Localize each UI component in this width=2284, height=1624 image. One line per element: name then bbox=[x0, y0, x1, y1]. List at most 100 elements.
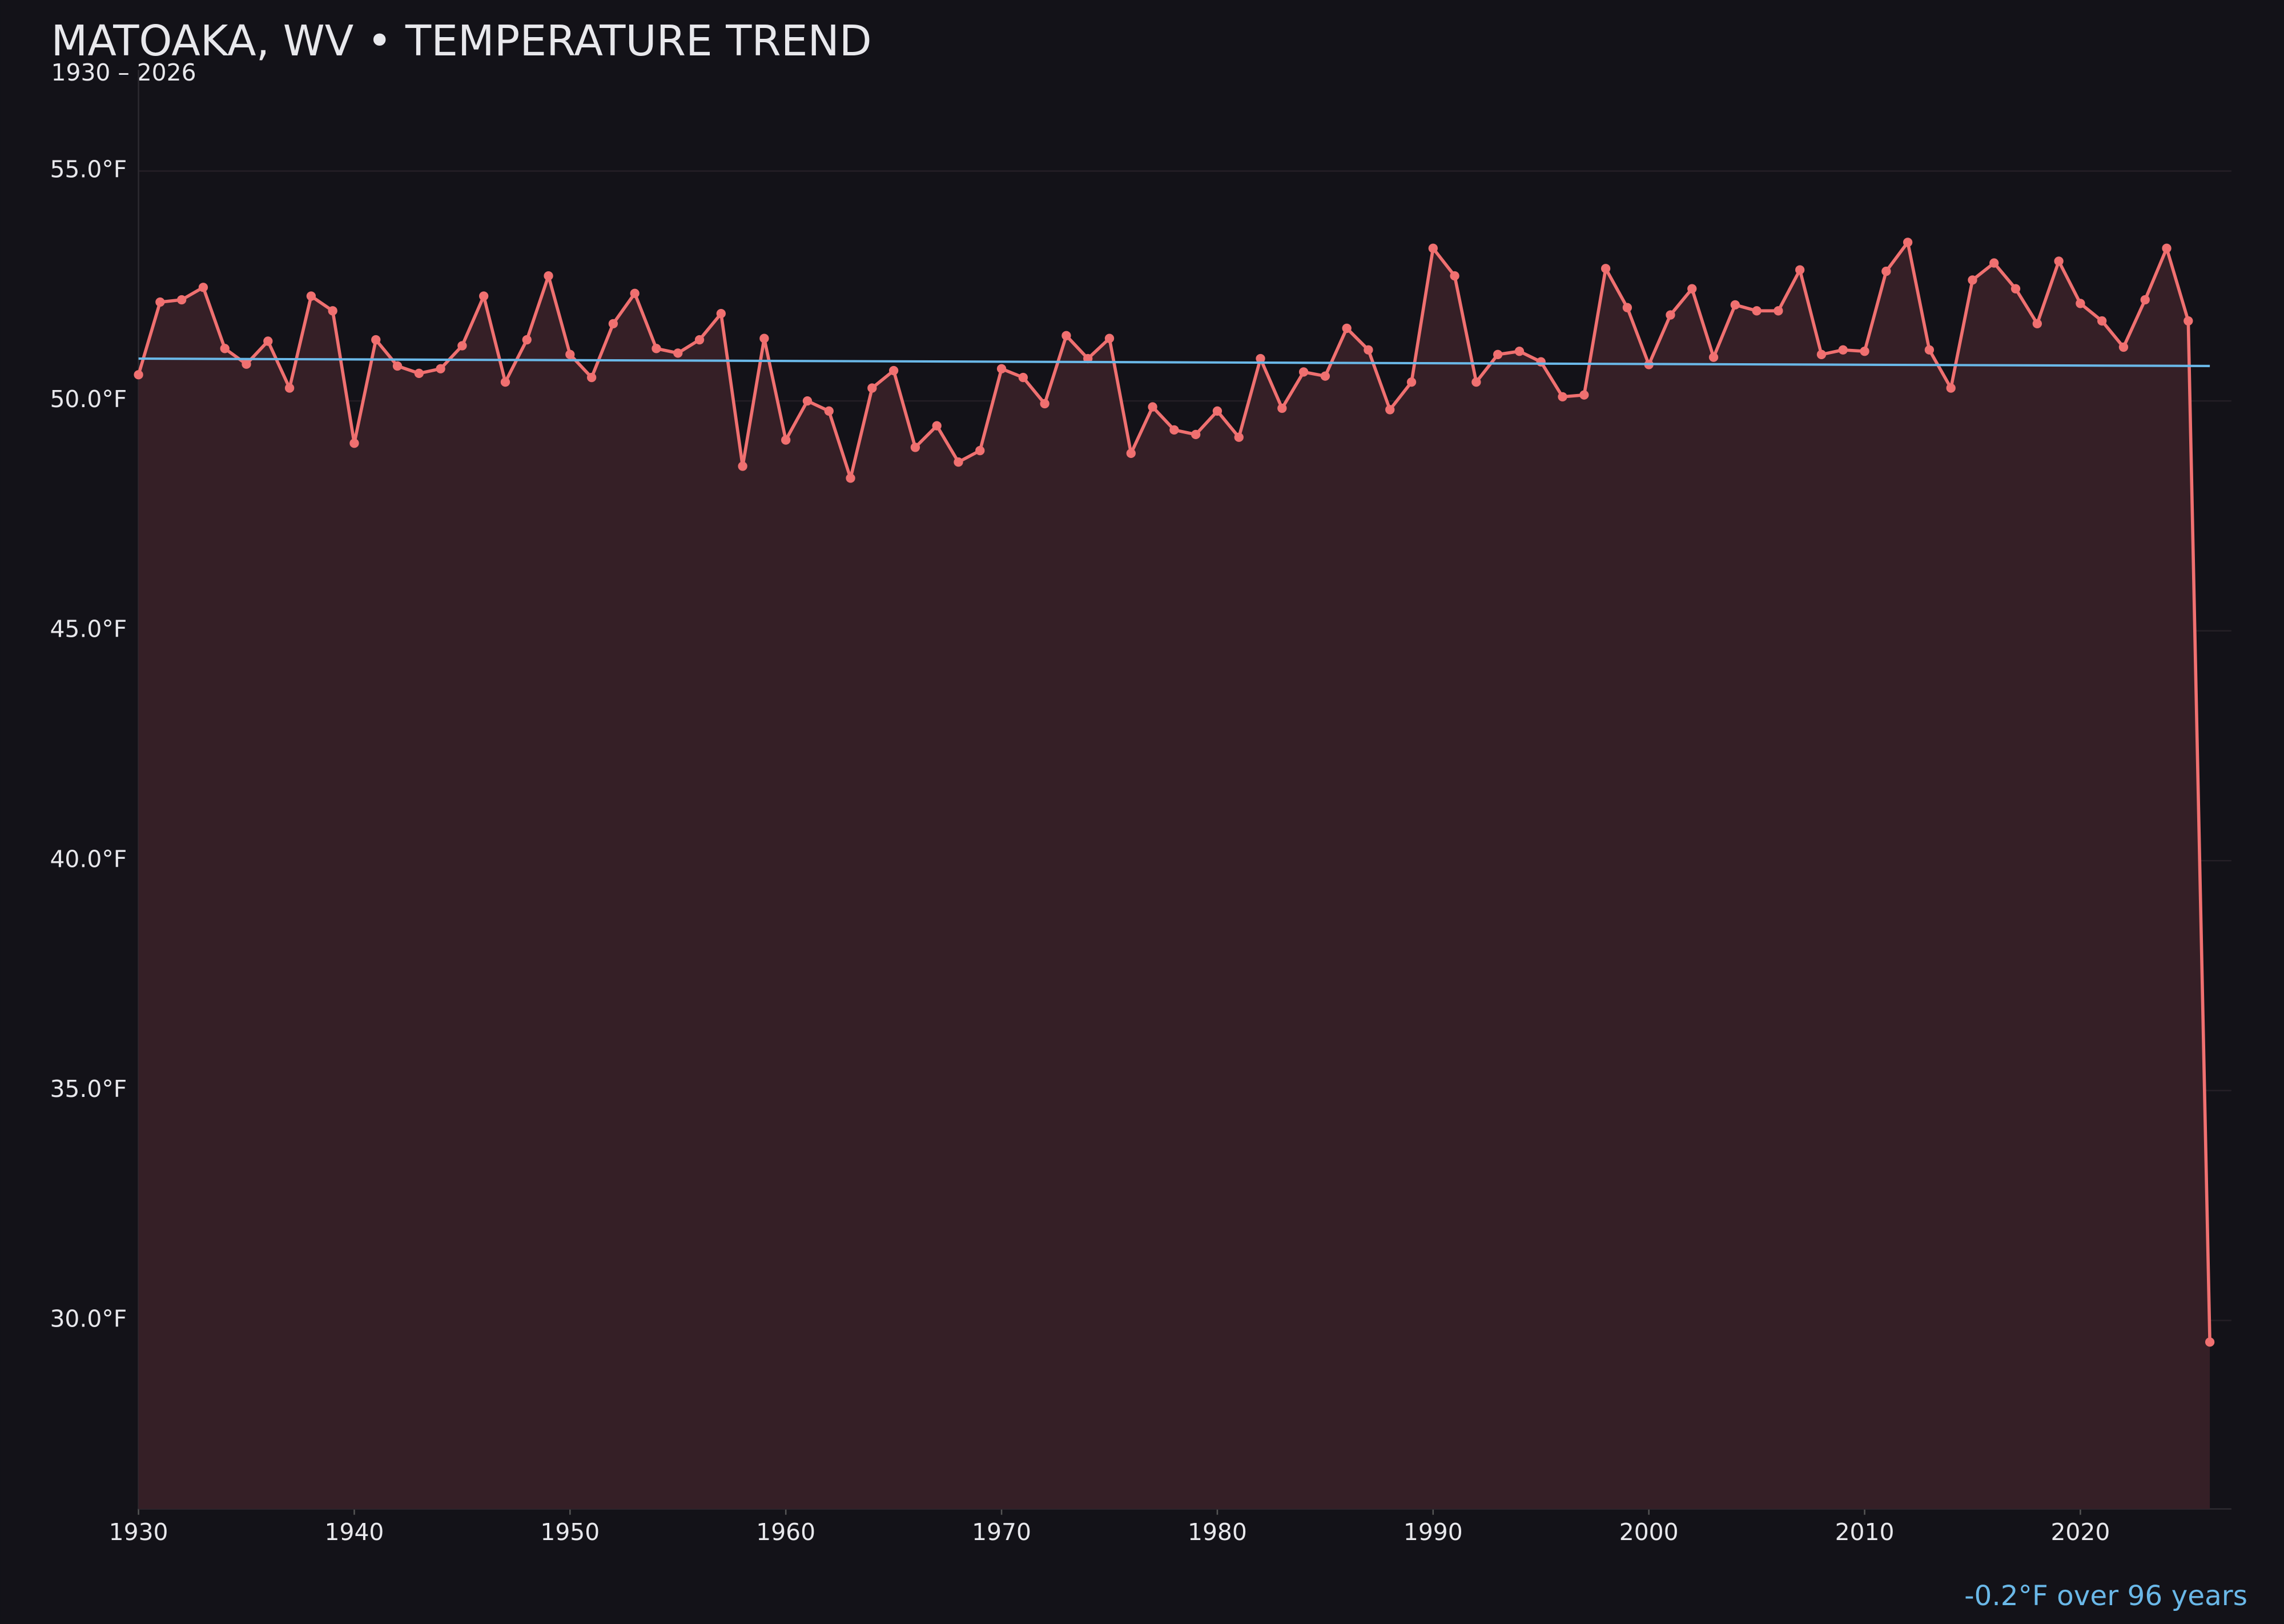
point bbox=[608, 319, 618, 329]
chart-subtitle: 1930 – 2026 bbox=[51, 59, 196, 86]
point bbox=[1234, 432, 1244, 442]
point bbox=[1385, 405, 1395, 415]
point bbox=[2162, 243, 2172, 253]
point bbox=[371, 335, 381, 345]
point bbox=[846, 473, 855, 483]
point bbox=[1018, 372, 1028, 383]
point bbox=[1191, 429, 1201, 440]
point bbox=[1579, 390, 1589, 400]
point bbox=[2032, 319, 2042, 329]
point bbox=[652, 344, 661, 353]
point bbox=[1946, 383, 1956, 393]
point bbox=[954, 457, 963, 467]
point bbox=[1212, 406, 1223, 416]
point bbox=[1298, 367, 1309, 377]
point bbox=[867, 383, 877, 393]
point bbox=[1104, 333, 1115, 343]
point bbox=[1795, 265, 1805, 275]
point bbox=[2184, 316, 2193, 326]
point bbox=[1169, 425, 1179, 435]
point bbox=[1838, 345, 1848, 355]
point bbox=[522, 335, 532, 345]
x-tick-label: 2000 bbox=[1619, 1518, 1679, 1546]
point bbox=[1903, 238, 1913, 247]
x-tick-label: 1960 bbox=[756, 1518, 815, 1546]
x-tick-label: 1970 bbox=[972, 1518, 1031, 1546]
point bbox=[306, 291, 316, 301]
x-tick-label: 2010 bbox=[1835, 1518, 1895, 1546]
chart-title: MATOAKA, WV • TEMPERATURE TREND bbox=[51, 17, 872, 66]
x-tick-label: 1930 bbox=[109, 1518, 168, 1546]
x-tick-label: 1980 bbox=[1188, 1518, 1247, 1546]
area bbox=[138, 242, 2210, 1509]
point bbox=[1256, 353, 1265, 364]
y-tick-label: 50.0°F bbox=[50, 385, 127, 413]
point bbox=[1860, 347, 1869, 356]
point bbox=[134, 370, 143, 380]
point bbox=[1708, 352, 1719, 362]
point bbox=[1126, 448, 1136, 459]
point bbox=[220, 344, 230, 353]
point bbox=[176, 295, 187, 305]
point bbox=[1148, 402, 1157, 412]
point bbox=[738, 461, 747, 471]
point bbox=[2205, 1337, 2215, 1347]
point bbox=[1687, 284, 1697, 294]
point bbox=[932, 421, 942, 431]
x-tick-label: 1990 bbox=[1404, 1518, 1463, 1546]
point bbox=[1752, 306, 1762, 316]
point bbox=[1364, 345, 1373, 355]
point bbox=[436, 364, 445, 373]
point bbox=[716, 308, 726, 319]
point bbox=[414, 368, 424, 378]
point bbox=[673, 348, 683, 358]
point bbox=[2076, 299, 2085, 308]
point bbox=[500, 377, 510, 387]
point bbox=[630, 288, 640, 298]
point bbox=[1450, 271, 1459, 281]
point bbox=[694, 335, 705, 345]
y-tick-label: 45.0°F bbox=[50, 616, 127, 643]
point bbox=[242, 359, 251, 369]
y-tick-label: 35.0°F bbox=[50, 1075, 127, 1103]
point bbox=[1968, 275, 1977, 285]
y-tick-label: 55.0°F bbox=[50, 156, 127, 183]
point bbox=[1277, 403, 1287, 413]
point bbox=[1730, 300, 1740, 310]
point bbox=[1061, 331, 1071, 340]
point bbox=[1493, 349, 1503, 359]
point bbox=[996, 364, 1007, 373]
point bbox=[781, 435, 791, 445]
point bbox=[1622, 303, 1632, 312]
y-tick-label: 40.0°F bbox=[50, 845, 127, 873]
point bbox=[1989, 258, 1999, 268]
point bbox=[1428, 243, 1438, 253]
point bbox=[392, 361, 403, 371]
point bbox=[155, 297, 165, 307]
point bbox=[586, 372, 597, 383]
point bbox=[1514, 347, 1525, 356]
point bbox=[1666, 310, 1675, 320]
point bbox=[1774, 306, 1783, 316]
point bbox=[1924, 345, 1935, 355]
point bbox=[2118, 342, 2129, 352]
point bbox=[1342, 323, 1352, 333]
point bbox=[1320, 371, 1330, 381]
trend-line bbox=[138, 357, 2210, 367]
x-tick-label: 2020 bbox=[2050, 1518, 2110, 1546]
point bbox=[328, 306, 337, 316]
point bbox=[824, 406, 834, 416]
x-tick-label: 1940 bbox=[325, 1518, 384, 1546]
point bbox=[2054, 256, 2064, 266]
x-tick-label: 1950 bbox=[540, 1518, 600, 1546]
point bbox=[565, 349, 575, 359]
point bbox=[2140, 295, 2150, 305]
point bbox=[1558, 392, 1567, 402]
point bbox=[1536, 357, 1546, 367]
point bbox=[910, 443, 920, 452]
point bbox=[198, 283, 208, 292]
point bbox=[2010, 284, 2021, 294]
point bbox=[1406, 377, 1417, 387]
